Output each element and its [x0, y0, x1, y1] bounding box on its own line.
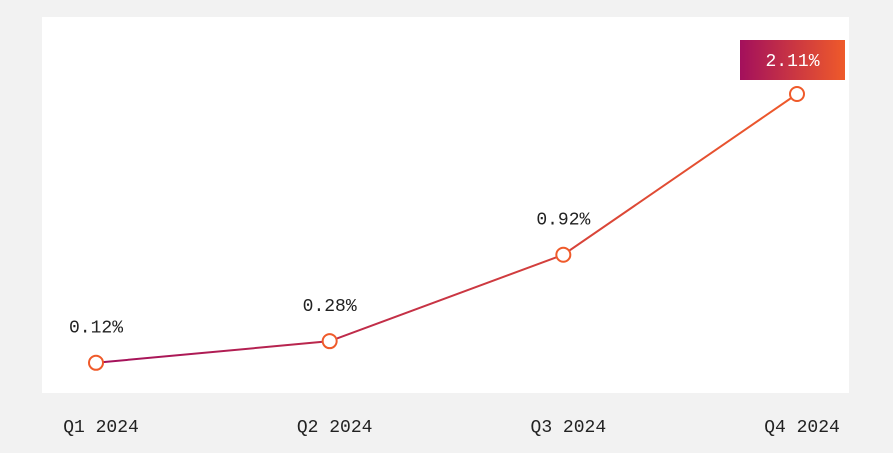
- value-label: 2.11%: [765, 52, 819, 72]
- value-label: 0.92%: [536, 210, 590, 230]
- line: [95, 93, 798, 364]
- point: [789, 86, 805, 102]
- x-tick-label: Q1 2024: [63, 418, 139, 438]
- value-label: 0.28%: [303, 297, 357, 317]
- highlight-label-box: [740, 40, 845, 80]
- point: [555, 246, 572, 263]
- point: [88, 354, 104, 371]
- x-tick-label: Q2 2024: [297, 418, 373, 438]
- x-tick-label: Q3 2024: [531, 418, 607, 438]
- value-label: 0.12%: [69, 319, 123, 339]
- x-tick-label: Q4 2024: [764, 418, 840, 438]
- plot-panel: [42, 17, 849, 393]
- point: [321, 333, 338, 350]
